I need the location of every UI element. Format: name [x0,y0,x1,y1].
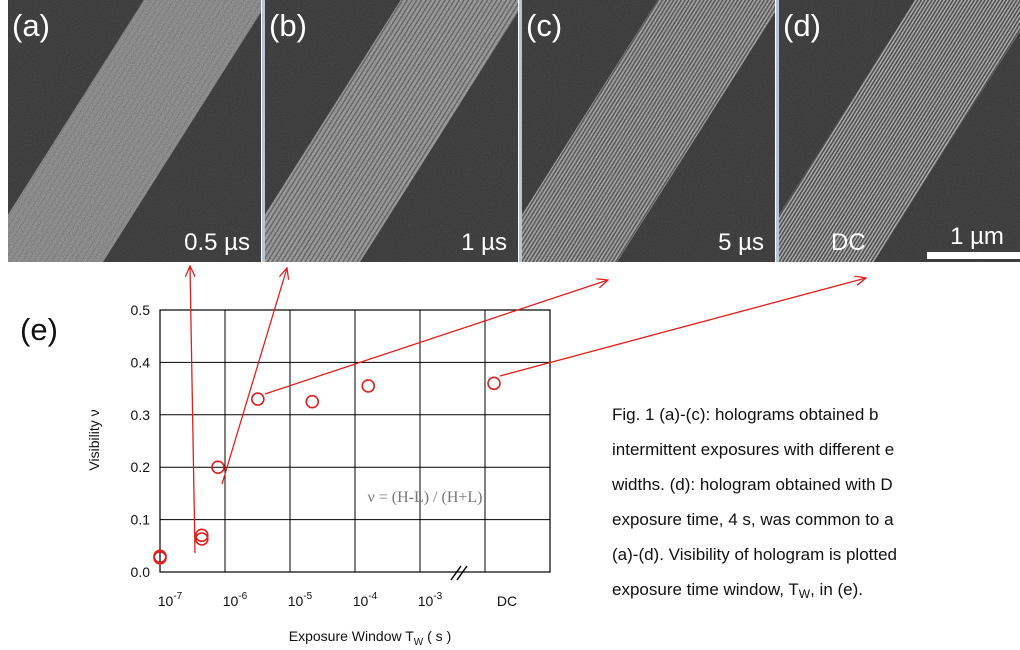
caption-line: widths. (d): hologram obtained with D [611,475,893,494]
x-tick-base: 10 [158,593,174,609]
x-tick-exponent: -6 [238,591,247,602]
scale-bar [927,252,1020,259]
x-tick-label: DC [497,593,517,609]
y-tick-label: 0.2 [131,459,151,475]
x-tick-base: 10 [288,593,304,609]
caption-line: Fig. 1 (a)-(c): holograms obtained b [612,405,878,424]
exposure-label: DC [831,229,866,256]
caption-text: exposure time window, T [612,580,799,599]
image-panel: (a) 0.5 µs [0,0,270,262]
exposure-label: 1 µs [461,229,507,256]
caption-sub: W [799,587,811,601]
axis-break [451,566,467,580]
data-point [362,380,374,392]
panel-divider [519,0,522,262]
x-tick-base: 10 [418,593,434,609]
scale-bar-label: 1 µm [950,223,1004,250]
caption-text: , in (e). [810,580,863,599]
caption-line: exposure time, 4 s, was common to a [612,510,894,529]
image-panels: (a) 0.5 µs (b) 1 µs (c) 5 µs (d) DC 1 µm [0,0,1020,262]
x-tick-label: 10-7 [158,591,183,609]
panel-label: (c) [526,8,562,43]
y-tick-label: 0.3 [131,407,151,423]
caption-line: intermittent exposures with different e [612,440,894,459]
x-tick-exponent: -5 [303,591,312,602]
x-axis-label: Exposure Window TW ( s ) [289,628,451,648]
x-axis-label-unit: ( s ) [423,628,451,644]
x-tick-label: 10-3 [418,591,443,609]
x-tick-exponent: -3 [433,591,442,602]
data-point [306,396,318,408]
exposure-label: 5 µs [718,229,764,256]
formula: ν = (H-L) / (H+L) [367,489,482,506]
x-tick-base: 10 [353,593,369,609]
exposure-label: 0.5 µs [184,229,250,256]
data-point-dc [488,377,500,389]
data-point [252,393,264,405]
arrow [500,278,866,376]
figure: (a) 0.5 µs (b) 1 µs (c) 5 µs (d) DC 1 µm (e) 0.0 0… [0,0,1020,650]
panel-label: (e) [20,312,58,347]
x-tick-exponent: -4 [368,591,377,602]
caption-line: (a)-(d). Visibility of hologram is plott… [612,545,897,564]
y-tick-label: 0.4 [131,354,151,370]
panel-label: (b) [269,8,307,43]
x-axis-label-text: Exposure Window T [289,628,414,644]
image-panel: (b) 1 µs [235,0,527,262]
caption: Fig. 1 (a)-(c): holograms obtained b inte… [611,405,897,601]
panel-label: (d) [783,8,821,43]
y-tick-label: 0.5 [131,302,151,318]
y-tick-label: 0.0 [131,564,151,580]
x-tick-label: 10-4 [353,591,378,609]
x-tick-label: 10-5 [288,591,313,609]
image-panel: (d) DC 1 µm [749,0,1020,262]
panel-label: (a) [12,8,50,43]
image-panel: (c) 5 µs [492,0,784,262]
arrow [222,268,287,484]
x-tick-base: 10 [223,593,239,609]
arrow [190,266,195,553]
y-tick-label: 0.1 [131,512,151,528]
panel-divider [776,0,779,262]
caption-line: exposure time window, TW, in (e). [612,580,863,601]
panel-divider [262,0,265,262]
y-axis-label: Visibility ν [86,409,102,470]
x-tick-label: 10-6 [223,591,248,609]
x-tick-exponent: -7 [173,591,182,602]
arrow [265,280,608,394]
